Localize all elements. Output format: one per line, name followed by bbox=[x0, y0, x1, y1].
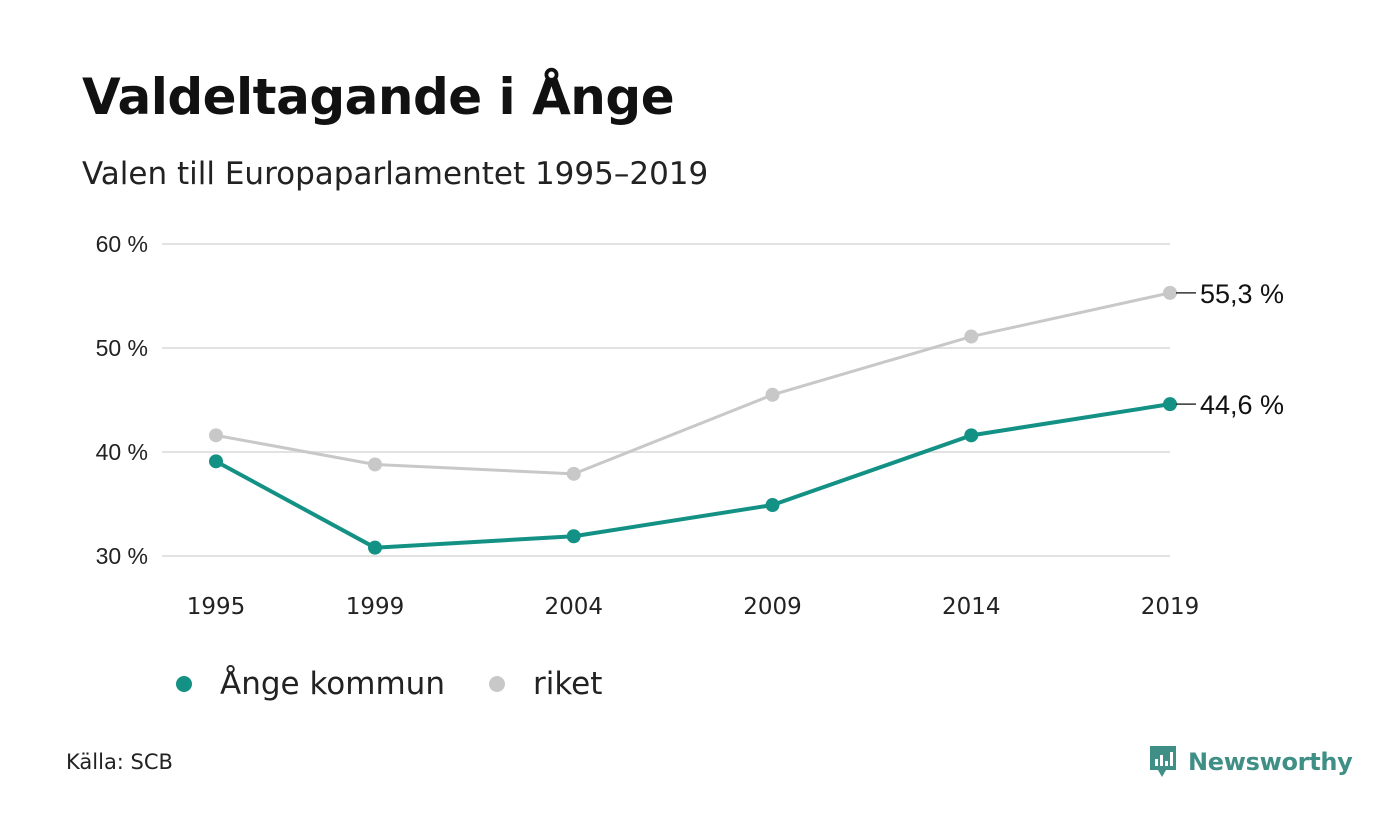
data-point-ange-2009 bbox=[765, 498, 780, 513]
data-point-ange-2014 bbox=[964, 428, 979, 443]
legend: Ånge kommun riket bbox=[176, 666, 646, 702]
chart-subtitle: Valen till Europaparlamentet 1995–2019 bbox=[82, 156, 709, 192]
y-axis-tick-labels: 30 % 40 % 50 % 60 % bbox=[96, 231, 148, 569]
legend-label-ange: Ånge kommun bbox=[220, 666, 445, 702]
x-tick-label: 2014 bbox=[942, 594, 1001, 620]
data-point-riket-2004 bbox=[566, 466, 581, 481]
x-tick-label: 2009 bbox=[743, 594, 802, 620]
brand-name: Newsworthy bbox=[1188, 748, 1353, 776]
x-tick-label: 1995 bbox=[187, 594, 246, 620]
end-labels: 55,3 % 44,6 % bbox=[1176, 279, 1284, 420]
end-label-ange: 44,6 % bbox=[1200, 390, 1284, 420]
chart-title: Valdeltagande i Ånge bbox=[82, 68, 675, 126]
y-tick-label: 60 % bbox=[96, 231, 148, 257]
data-point-riket-2019 bbox=[1163, 285, 1177, 300]
legend-item-riket: riket bbox=[488, 666, 603, 702]
legend-label-riket: riket bbox=[532, 666, 603, 702]
data-point-ange-1995 bbox=[209, 454, 223, 469]
data-point-ange-2019 bbox=[1163, 397, 1177, 412]
data-point-riket-1995 bbox=[209, 428, 223, 443]
x-tick-label: 2019 bbox=[1141, 594, 1200, 620]
data-point-ange-1999 bbox=[368, 540, 382, 555]
legend-marker-riket bbox=[488, 676, 505, 692]
series-line-riket bbox=[215, 291, 1171, 476]
series bbox=[209, 285, 1177, 555]
y-tick-label: 40 % bbox=[96, 439, 148, 465]
legend-marker-ange bbox=[176, 676, 192, 692]
legend-item-ange: Ånge kommun bbox=[176, 666, 445, 702]
x-axis-tick-labels: 1995 1999 2004 2009 2014 2019 bbox=[187, 594, 1200, 620]
series-line-ange bbox=[215, 402, 1171, 550]
data-point-riket-2014 bbox=[964, 329, 979, 344]
brand-logo: Newsworthy bbox=[1148, 744, 1353, 780]
source-note: Källa: SCB bbox=[66, 750, 173, 774]
data-point-riket-2009 bbox=[765, 387, 780, 402]
x-tick-label: 1999 bbox=[346, 594, 405, 620]
data-point-ange-2004 bbox=[566, 529, 581, 544]
end-label-riket: 55,3 % bbox=[1200, 279, 1284, 309]
newsworthy-logo-icon bbox=[1150, 746, 1176, 777]
y-tick-label: 50 % bbox=[96, 335, 148, 361]
y-tick-label: 30 % bbox=[96, 543, 148, 569]
data-point-riket-1999 bbox=[368, 457, 382, 472]
gridlines bbox=[162, 243, 1170, 557]
x-tick-label: 2004 bbox=[544, 594, 603, 620]
